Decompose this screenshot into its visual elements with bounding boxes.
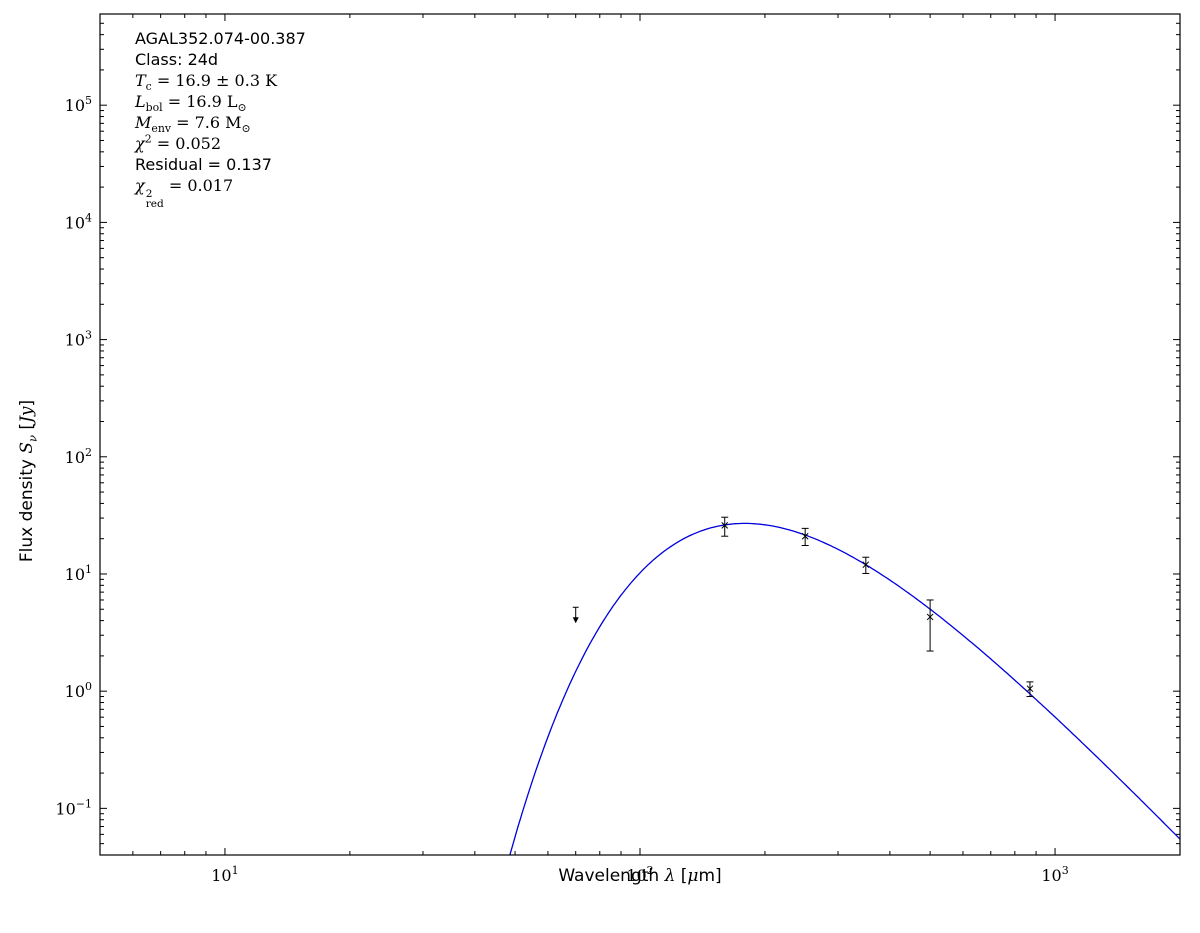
text-segment: M xyxy=(135,113,152,132)
text-segment: = 16.9 ± 0.3 K xyxy=(151,71,278,90)
fit-annotations: AGAL352.074-00.387 Class: 24d Tc = 16.9 ± … xyxy=(135,28,306,210)
text-segment: = 7.6 M xyxy=(170,113,242,132)
annotation-line: Menv = 7.6 M⊙ xyxy=(135,112,306,136)
text-segment: Jy xyxy=(17,406,37,423)
text-segment: Wavelength xyxy=(558,866,665,886)
tick-label: 101 xyxy=(65,563,92,584)
tick-labels: 101 102 103 10−1 100 101 102 103 104 105 xyxy=(55,94,1068,885)
text-segment: λ xyxy=(664,866,676,886)
upper-limit-marker xyxy=(572,606,579,624)
annotation-line: Lbol = 16.9 L⊙ xyxy=(135,91,306,115)
text-segment: m] xyxy=(698,866,722,886)
text-segment: ⊙ xyxy=(237,101,247,115)
data-point xyxy=(1026,681,1034,698)
text-segment: Flux density xyxy=(17,453,37,563)
tick-label: 105 xyxy=(65,94,92,115)
text-segment: L xyxy=(135,92,146,111)
tick-label: 100 xyxy=(65,680,92,701)
annotation-line: Residual = 0.137 xyxy=(135,154,306,175)
y-axis-label: Flux density Sν [Jy] xyxy=(17,321,39,641)
text-segment: c xyxy=(145,80,152,94)
text-segment: ] xyxy=(17,399,37,407)
annotation-line: χ 2 red = 0.017 xyxy=(135,175,306,210)
text-segment: ν xyxy=(25,434,40,442)
data-point xyxy=(926,599,934,652)
text-segment: 2 xyxy=(144,132,152,146)
text-segment: Class: 24d xyxy=(135,50,219,69)
text-segment: ⊙ xyxy=(241,122,251,136)
text-segment: = 16.9 L xyxy=(162,92,238,111)
text-segment: = 0.017 xyxy=(163,176,234,195)
annotation-line: χ2 = 0.052 xyxy=(135,133,306,154)
tick-label: 104 xyxy=(65,211,92,232)
text-segment: env xyxy=(151,122,171,136)
text-segment: [ xyxy=(675,866,688,886)
text-segment: χ xyxy=(135,176,145,195)
text-segment: AGAL352.074-00.387 xyxy=(135,29,306,48)
text-segment: χ xyxy=(135,134,145,153)
data-point xyxy=(721,516,729,537)
data-point xyxy=(801,527,809,546)
tick-label: 101 xyxy=(211,864,238,885)
sup-sub-stack: 2 red xyxy=(145,187,164,211)
tick-label: 102 xyxy=(65,446,92,467)
axis-ticks xyxy=(100,14,1180,855)
text-segment: μ xyxy=(687,866,699,886)
x-axis-label: Wavelength λ [μm] xyxy=(440,866,840,886)
plot-frame xyxy=(99,13,1181,856)
text-segment: Residual = 0.137 xyxy=(135,155,272,174)
tick-label: 10−1 xyxy=(55,797,92,818)
annotation-line: Class: 24d xyxy=(135,49,306,70)
annotation-line: Tc = 16.9 ± 0.3 K xyxy=(135,70,306,94)
text-segment: [ xyxy=(17,422,37,435)
tick-label: 102 xyxy=(626,864,653,885)
text-segment: = 0.052 xyxy=(151,134,222,153)
annotation-line: AGAL352.074-00.387 xyxy=(135,28,306,49)
text-segment: S xyxy=(17,442,37,454)
greybody-fit-curve xyxy=(509,522,1180,855)
text-segment: bol xyxy=(145,101,163,115)
text-segment: T xyxy=(135,71,146,90)
data-point xyxy=(862,556,870,574)
tick-label: 103 xyxy=(1041,864,1068,885)
tick-label: 103 xyxy=(65,329,92,350)
photometry-points xyxy=(721,516,1034,698)
